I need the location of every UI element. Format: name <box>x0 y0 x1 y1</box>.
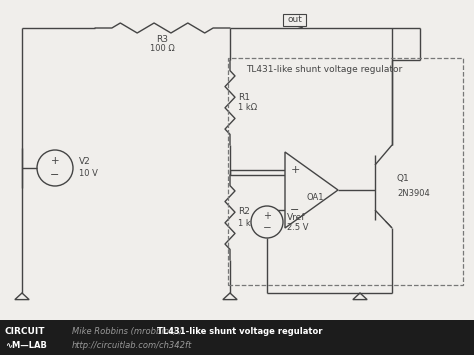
Text: R2: R2 <box>238 208 250 217</box>
Text: 2.5 V: 2.5 V <box>287 223 309 231</box>
Polygon shape <box>385 221 392 228</box>
Text: +: + <box>263 211 271 221</box>
Text: V2: V2 <box>79 158 91 166</box>
Text: CIRCUIT: CIRCUIT <box>5 327 46 336</box>
Text: −: − <box>50 170 60 180</box>
Text: ∿M—LAB: ∿M—LAB <box>5 341 47 350</box>
Bar <box>228 58 463 285</box>
Text: 1 kΩ: 1 kΩ <box>238 104 257 113</box>
Text: http://circuitlab.com/ch342ft: http://circuitlab.com/ch342ft <box>72 341 192 350</box>
Text: −: − <box>263 223 272 233</box>
Text: 2N3904: 2N3904 <box>397 189 430 197</box>
Text: +: + <box>51 156 59 166</box>
Text: −: − <box>290 205 300 215</box>
Polygon shape <box>285 152 338 228</box>
Text: TL431-like shunt voltage regulator: TL431-like shunt voltage regulator <box>246 66 402 75</box>
Text: R3: R3 <box>156 35 168 44</box>
Text: 1 kΩ: 1 kΩ <box>238 218 257 228</box>
Text: Q1: Q1 <box>397 175 410 184</box>
Bar <box>0 320 474 355</box>
Text: Vref: Vref <box>287 213 306 222</box>
Circle shape <box>251 206 283 238</box>
Text: TL431-like shunt voltage regulator: TL431-like shunt voltage regulator <box>157 327 322 336</box>
Text: Mike Robbins (mrobbins) /: Mike Robbins (mrobbins) / <box>72 327 185 336</box>
Text: 100 Ω: 100 Ω <box>150 44 175 53</box>
Text: OA1: OA1 <box>307 193 325 202</box>
Text: +: + <box>290 165 300 175</box>
FancyBboxPatch shape <box>283 14 307 26</box>
Text: R1: R1 <box>238 93 250 102</box>
Text: 10 V: 10 V <box>79 169 98 179</box>
Text: out: out <box>288 16 302 24</box>
